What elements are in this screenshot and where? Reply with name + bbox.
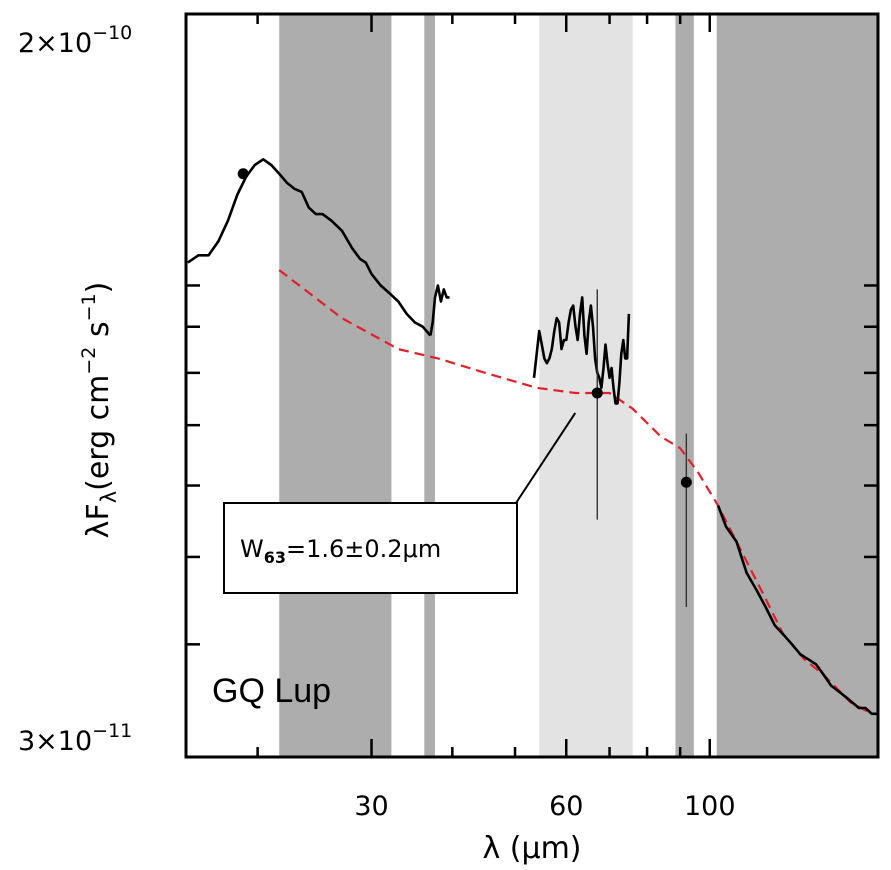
spectrum-segment-1	[429, 284, 450, 336]
photometry-point-0	[237, 168, 249, 180]
shaded-band-4	[716, 14, 878, 757]
annotation-pointer	[515, 412, 577, 504]
y-tick-label-top: 2×10−10	[18, 22, 132, 59]
annotation-pointer-line	[515, 412, 577, 504]
x-tick-label-60: 60	[549, 791, 583, 822]
spectrum-segment-3	[716, 505, 877, 716]
spectrum-curves	[187, 158, 877, 716]
shaded-band-0	[279, 14, 392, 757]
axis-ticks	[186, 12, 878, 759]
annotation-text: W63=1.6±0.2μm	[240, 535, 441, 567]
x-axis-title: λ (μm)	[482, 831, 581, 866]
shaded-band-3	[675, 14, 694, 757]
photometry-points	[237, 168, 692, 608]
shaded-band-2	[539, 14, 633, 757]
shaded-band-1	[424, 14, 435, 757]
photometry-point-2	[680, 476, 692, 488]
plot-frame	[184, 12, 880, 759]
target-label: GQ Lup	[212, 672, 331, 710]
shaded-bands	[279, 14, 878, 757]
y-axis-title: λFλ(erg cm−2 s−1)	[78, 282, 121, 539]
spectrum-segment-2	[532, 296, 631, 405]
x-tick-label-30: 30	[354, 791, 388, 822]
y-tick-label-bottom: 3×10−11	[18, 720, 132, 757]
annotation-box	[223, 502, 518, 594]
spectrum-segment-0	[187, 158, 432, 337]
x-tick-label-100: 100	[684, 791, 736, 822]
width-annotation: W63=1.6±0.2μm	[223, 502, 518, 594]
photometry-point-1	[591, 387, 603, 399]
